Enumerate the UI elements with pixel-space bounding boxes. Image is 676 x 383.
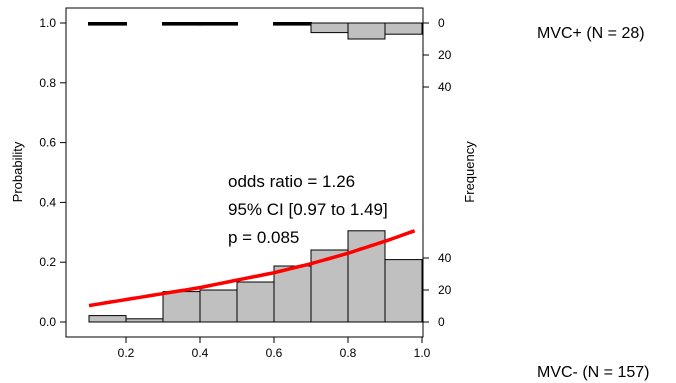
y-axis: 0.0 0.2 0.4 0.6 0.8 1.0: [39, 16, 66, 329]
y-tick-label: 0.2: [39, 255, 56, 269]
mvc-minus-bar: [310, 249, 349, 323]
bottom-frequency-tick-label: 20: [438, 283, 452, 297]
p-value-annotation: p = 0.085: [228, 228, 299, 247]
mvc-plus-bar: [273, 22, 312, 26]
y-tick-label: 0.4: [39, 195, 56, 209]
y-tick-label: 0.8: [39, 76, 56, 90]
x-tick-label: 0.8: [340, 346, 357, 360]
mvc-plus-bar: [310, 22, 349, 34]
mvc-plus-label: MVC+ (N = 28): [537, 25, 645, 42]
mvc-minus-bar: [162, 291, 201, 323]
plot-area: [65, 7, 424, 338]
top-frequency-tick-label: 40: [438, 80, 452, 94]
mvc-plus-bar: [347, 22, 386, 40]
mvc-minus-bar: [125, 318, 164, 323]
y-tick-label: 0.6: [39, 136, 56, 150]
x-tick-label: 0.2: [118, 346, 135, 360]
x-axis: 0.2 0.4 0.6 0.8 1.0: [118, 337, 431, 360]
x-tick-label: 0.4: [192, 346, 209, 360]
bottom-frequency-tick-label: 0: [438, 315, 445, 329]
y-tick-label: 1.0: [39, 16, 56, 30]
top-frequency-tick-label: 20: [438, 48, 452, 62]
ci-annotation: 95% CI [0.97 to 1.49]: [228, 200, 388, 219]
mvc-plus-bar: [384, 22, 423, 35]
frequency-axis: 0 20 40 0 20 40: [423, 16, 452, 329]
mvc-minus-bar: [384, 259, 423, 323]
x-tick-label: 0.6: [266, 346, 283, 360]
x-tick-label: 1.0: [414, 346, 431, 360]
mvc-plus-bar: [88, 22, 127, 26]
mvc-minus-label: MVC- (N = 157): [537, 364, 649, 381]
mvc-plus-bar: [199, 22, 238, 26]
y-axis-label: Probability: [10, 141, 25, 202]
mvc-minus-bar: [273, 265, 312, 323]
mvc-plus-histogram: [88, 22, 423, 40]
mvc-minus-histogram: [88, 230, 423, 323]
bottom-frequency-tick-label: 40: [438, 251, 452, 265]
odds-ratio-annotation: odds ratio = 1.26: [228, 172, 355, 191]
logistic-fit-curve: [88, 229, 416, 308]
mvc-plus-bar: [162, 22, 201, 26]
mvc-minus-bar: [88, 315, 127, 323]
top-frequency-tick-label: 0: [438, 16, 445, 30]
frequency-axis-label: Frequency: [462, 141, 477, 203]
mvc-minus-bar: [236, 281, 275, 323]
mvc-minus-bar: [199, 289, 238, 323]
y-tick-label: 0.0: [39, 315, 56, 329]
